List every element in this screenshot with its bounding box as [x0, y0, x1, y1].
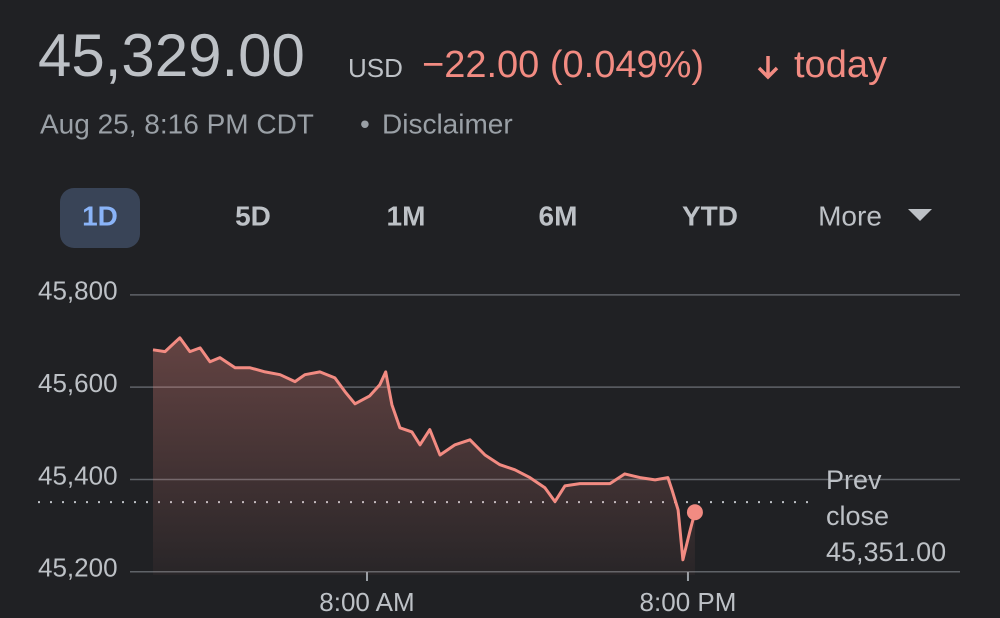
range-tab[interactable]: YTD	[682, 200, 738, 231]
range-tab[interactable]: 1D	[82, 200, 118, 231]
currency: USD	[348, 53, 403, 83]
x-tick-label: 8:00 AM	[319, 587, 414, 617]
last-point	[686, 504, 703, 521]
more-caret	[908, 209, 932, 221]
change: −22.00 (0.049%)	[422, 44, 704, 86]
change-period: today	[794, 44, 887, 86]
range-tab[interactable]: More	[818, 200, 882, 231]
area	[153, 337, 695, 575]
plot: 45,200 45,400 45,600 45,800 8:00 AM 8:00 PM Pr…	[38, 276, 960, 617]
price-line	[152, 336, 697, 562]
tab-selected-bg	[60, 188, 140, 248]
separator: •	[360, 108, 370, 139]
y-tick-label: 45,200	[38, 553, 118, 583]
prev-close-value: 45,351.00	[826, 537, 946, 567]
prev-close-name: Prev close	[826, 465, 889, 531]
disclaimer[interactable]: Disclaimer	[382, 108, 513, 139]
prev-close-word: close	[826, 501, 889, 531]
range-tab[interactable]: 1M	[387, 200, 426, 231]
timestamp: Aug 25, 8:16 PM CDT	[40, 108, 314, 139]
price: 45,329.00	[38, 22, 305, 89]
range-tabs: 1D 5D 1M 6M YTD More	[60, 188, 932, 248]
down-arrow	[757, 56, 779, 80]
y-tick-label: 45,400	[38, 460, 118, 490]
range-tab[interactable]: 6M	[539, 200, 578, 231]
range-tab[interactable]: 5D	[235, 200, 271, 231]
y-tick-label: 45,600	[38, 368, 118, 398]
y-tick-label: 45,800	[38, 276, 118, 306]
prev-close-word: Prev	[826, 465, 882, 495]
x-tick-label: 8:00 PM	[640, 587, 737, 617]
